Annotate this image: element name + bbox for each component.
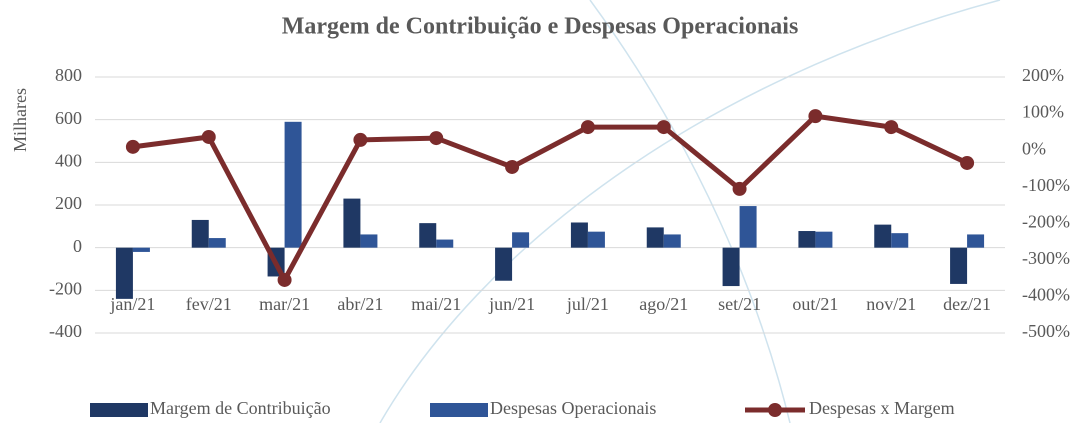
bar — [284, 121, 302, 248]
bar — [115, 247, 133, 299]
line-marker — [960, 155, 975, 170]
bar — [950, 247, 968, 284]
bar — [587, 231, 605, 248]
x-tick-label: mai/21 — [411, 294, 461, 314]
bar — [739, 206, 757, 248]
line-marker — [353, 132, 368, 147]
bar — [798, 231, 816, 248]
y2-tick-label: -100% — [1022, 175, 1070, 195]
line-marker — [732, 181, 747, 196]
x-tick-label: dez/21 — [943, 294, 991, 314]
bar — [343, 198, 361, 248]
y-tick-label: 600 — [55, 108, 82, 128]
bar — [512, 232, 530, 248]
y-tick-label: 200 — [55, 193, 82, 213]
x-tick-label: jul/21 — [566, 294, 609, 314]
x-tick-label: jan/21 — [109, 294, 155, 314]
bar — [815, 231, 833, 248]
line-marker — [277, 272, 292, 287]
bar — [436, 239, 454, 248]
bar — [663, 234, 681, 248]
y2-tick-label: 200% — [1022, 65, 1064, 85]
line-marker — [808, 109, 823, 124]
decor-arc — [589, 0, 791, 423]
y-tick-label: 800 — [55, 65, 82, 85]
bar — [208, 238, 226, 248]
line-marker — [884, 120, 899, 135]
bar — [419, 223, 437, 248]
x-tick-label: jun/21 — [488, 294, 535, 314]
legend-swatch — [768, 403, 782, 417]
bar — [874, 224, 892, 248]
y2-tick-label: -300% — [1022, 248, 1070, 268]
x-tick-label: set/21 — [718, 294, 761, 314]
chart-title: Margem de Contribuição e Despesas Operac… — [282, 14, 799, 40]
y-tick-label: 0 — [73, 236, 82, 256]
y-tick-label: 400 — [55, 150, 82, 170]
legend-swatch — [430, 403, 488, 417]
x-tick-label: nov/21 — [866, 294, 916, 314]
line-marker — [580, 120, 595, 135]
bar — [891, 233, 909, 248]
line-marker — [505, 159, 520, 174]
bar — [495, 247, 513, 281]
bar — [570, 222, 588, 248]
bar — [360, 234, 378, 248]
legend-label: Despesas x Margem — [809, 398, 955, 418]
line-marker — [656, 120, 671, 135]
y-axis-label: Milhares — [10, 88, 30, 152]
line-marker — [201, 129, 216, 144]
x-tick-label: out/21 — [792, 294, 838, 314]
y2-tick-label: 100% — [1022, 102, 1064, 122]
legend-swatch — [90, 403, 148, 417]
y-tick-label: -200 — [49, 278, 82, 298]
bar — [191, 219, 209, 248]
y2-tick-label: -500% — [1022, 321, 1070, 341]
bar — [722, 247, 740, 287]
line-marker — [429, 131, 444, 146]
x-tick-label: abr/21 — [337, 294, 383, 314]
bar — [132, 247, 150, 252]
bar — [646, 227, 664, 248]
line — [132, 113, 969, 286]
y-tick-label: -400 — [49, 321, 82, 341]
x-tick-label: mar/21 — [259, 294, 310, 314]
decor-arc — [379, 0, 1001, 423]
line-marker — [125, 139, 140, 154]
legend-label: Margem de Contribuição — [150, 398, 331, 418]
y2-tick-label: 0% — [1022, 138, 1046, 158]
legend-label: Despesas Operacionais — [490, 398, 656, 418]
y2-tick-label: -200% — [1022, 211, 1070, 231]
y2-tick-label: -400% — [1022, 285, 1070, 305]
x-tick-label: fev/21 — [186, 294, 232, 314]
x-tick-label: ago/21 — [639, 294, 688, 314]
bar — [967, 234, 985, 248]
